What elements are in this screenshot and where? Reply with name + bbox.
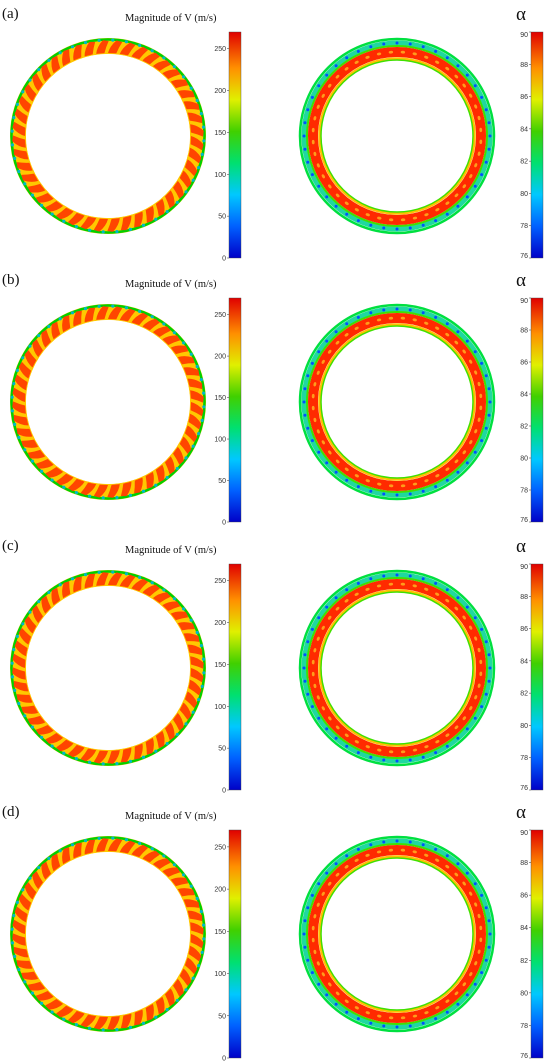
alpha-tick-label: 88 [520,860,528,867]
alpha-tick-label: 86 [520,626,528,633]
velocity-tick-label: 150 [214,662,226,669]
alpha-colorbar-title: α [516,270,526,291]
panel-label: (b) [2,272,20,288]
alpha-tick-label: 90 [520,564,528,571]
alpha-tick-label: 90 [520,830,528,837]
panel-d: (d) Magnitude of V (m/s) 0 50 100 150 200 250 α 7… [2,802,544,1063]
velocity-contour-ring [10,570,206,766]
velocity-contour-ring [10,38,206,234]
alpha-tick-label: 82 [520,424,528,431]
alpha-contour-ring [298,569,496,767]
alpha-contour-ring [298,835,496,1033]
alpha-tick-label: 76 [520,1053,528,1060]
velocity-tick-label: 0 [222,788,226,795]
alpha-tick-label: 82 [520,159,528,166]
alpha-tick-label: 84 [520,658,528,665]
alpha-tick-label: 88 [520,328,528,335]
alpha-tick-label: 78 [520,488,528,495]
alpha-tick-label: 82 [520,691,528,698]
alpha-colorbar-title: α [516,802,526,823]
alpha-colorbar [530,31,544,259]
alpha-contour-ring [298,303,496,501]
panel-b: (b) Magnitude of V (m/s) 0 50 100 150 200 250 α 7… [2,270,544,527]
alpha-tick-label: 86 [520,893,528,900]
alpha-tick-label: 82 [520,958,528,965]
alpha-colorbar-title: α [516,536,526,557]
velocity-colorbar [228,31,242,259]
alpha-tick-label: 80 [520,191,528,198]
panel-label: (c) [2,538,19,554]
alpha-tick-label: 78 [520,1023,528,1030]
velocity-tick-label: 50 [218,214,226,221]
alpha-tick-label: 78 [520,755,528,762]
panel-label: (a) [2,6,19,22]
velocity-colorbar-title: Magnitude of V (m/s) [125,13,217,24]
alpha-colorbar [530,297,544,523]
velocity-tick-label: 0 [222,1056,226,1063]
alpha-tick-label: 76 [520,785,528,792]
velocity-tick-label: 250 [214,46,226,53]
velocity-tick-label: 250 [214,578,226,585]
alpha-tick-label: 78 [520,223,528,230]
velocity-tick-label: 150 [214,130,226,137]
velocity-tick-label: 0 [222,520,226,527]
alpha-colorbar-title: α [516,4,526,25]
velocity-tick-label: 0 [222,256,226,263]
velocity-tick-label: 100 [214,172,226,179]
velocity-tick-label: 50 [218,746,226,753]
velocity-contour-ring [10,836,206,1032]
velocity-tick-label: 200 [214,88,226,95]
velocity-colorbar [228,829,242,1059]
alpha-tick-label: 80 [520,723,528,730]
velocity-tick-label: 250 [214,312,226,319]
velocity-colorbar [228,563,242,791]
panel-label: (d) [2,804,20,820]
velocity-tick-label: 200 [214,354,226,361]
alpha-tick-label: 88 [520,62,528,69]
alpha-tick-label: 80 [520,456,528,463]
velocity-tick-label: 250 [214,844,226,851]
panel-c: (c) Magnitude of V (m/s) 0 50 100 150 200 250 α 7… [2,536,544,795]
alpha-tick-label: 80 [520,990,528,997]
alpha-tick-label: 76 [520,253,528,260]
panel-a: (a) Magnitude of V (m/s) 0 50 100 150 200 250 α 7… [2,4,544,263]
alpha-tick-label: 88 [520,594,528,601]
alpha-tick-label: 86 [520,360,528,367]
velocity-colorbar-title: Magnitude of V (m/s) [125,545,217,556]
velocity-colorbar [228,297,242,523]
alpha-tick-label: 84 [520,126,528,133]
alpha-tick-label: 76 [520,517,528,524]
velocity-tick-label: 100 [214,704,226,711]
velocity-colorbar-title: Magnitude of V (m/s) [125,279,217,290]
alpha-tick-label: 84 [520,392,528,399]
alpha-tick-label: 90 [520,32,528,39]
velocity-tick-label: 150 [214,929,226,936]
velocity-tick-label: 200 [214,620,226,627]
velocity-tick-label: 150 [214,395,226,402]
velocity-tick-label: 50 [218,478,226,485]
velocity-tick-label: 200 [214,887,226,894]
alpha-tick-label: 86 [520,94,528,101]
velocity-tick-label: 50 [218,1013,226,1020]
velocity-tick-label: 100 [214,971,226,978]
velocity-contour-ring [10,304,206,500]
alpha-tick-label: 84 [520,925,528,932]
alpha-tick-label: 90 [520,298,528,305]
alpha-colorbar [530,563,544,791]
velocity-tick-label: 100 [214,437,226,444]
alpha-contour-ring [298,37,496,235]
velocity-colorbar-title: Magnitude of V (m/s) [125,811,217,822]
alpha-colorbar [530,829,544,1059]
